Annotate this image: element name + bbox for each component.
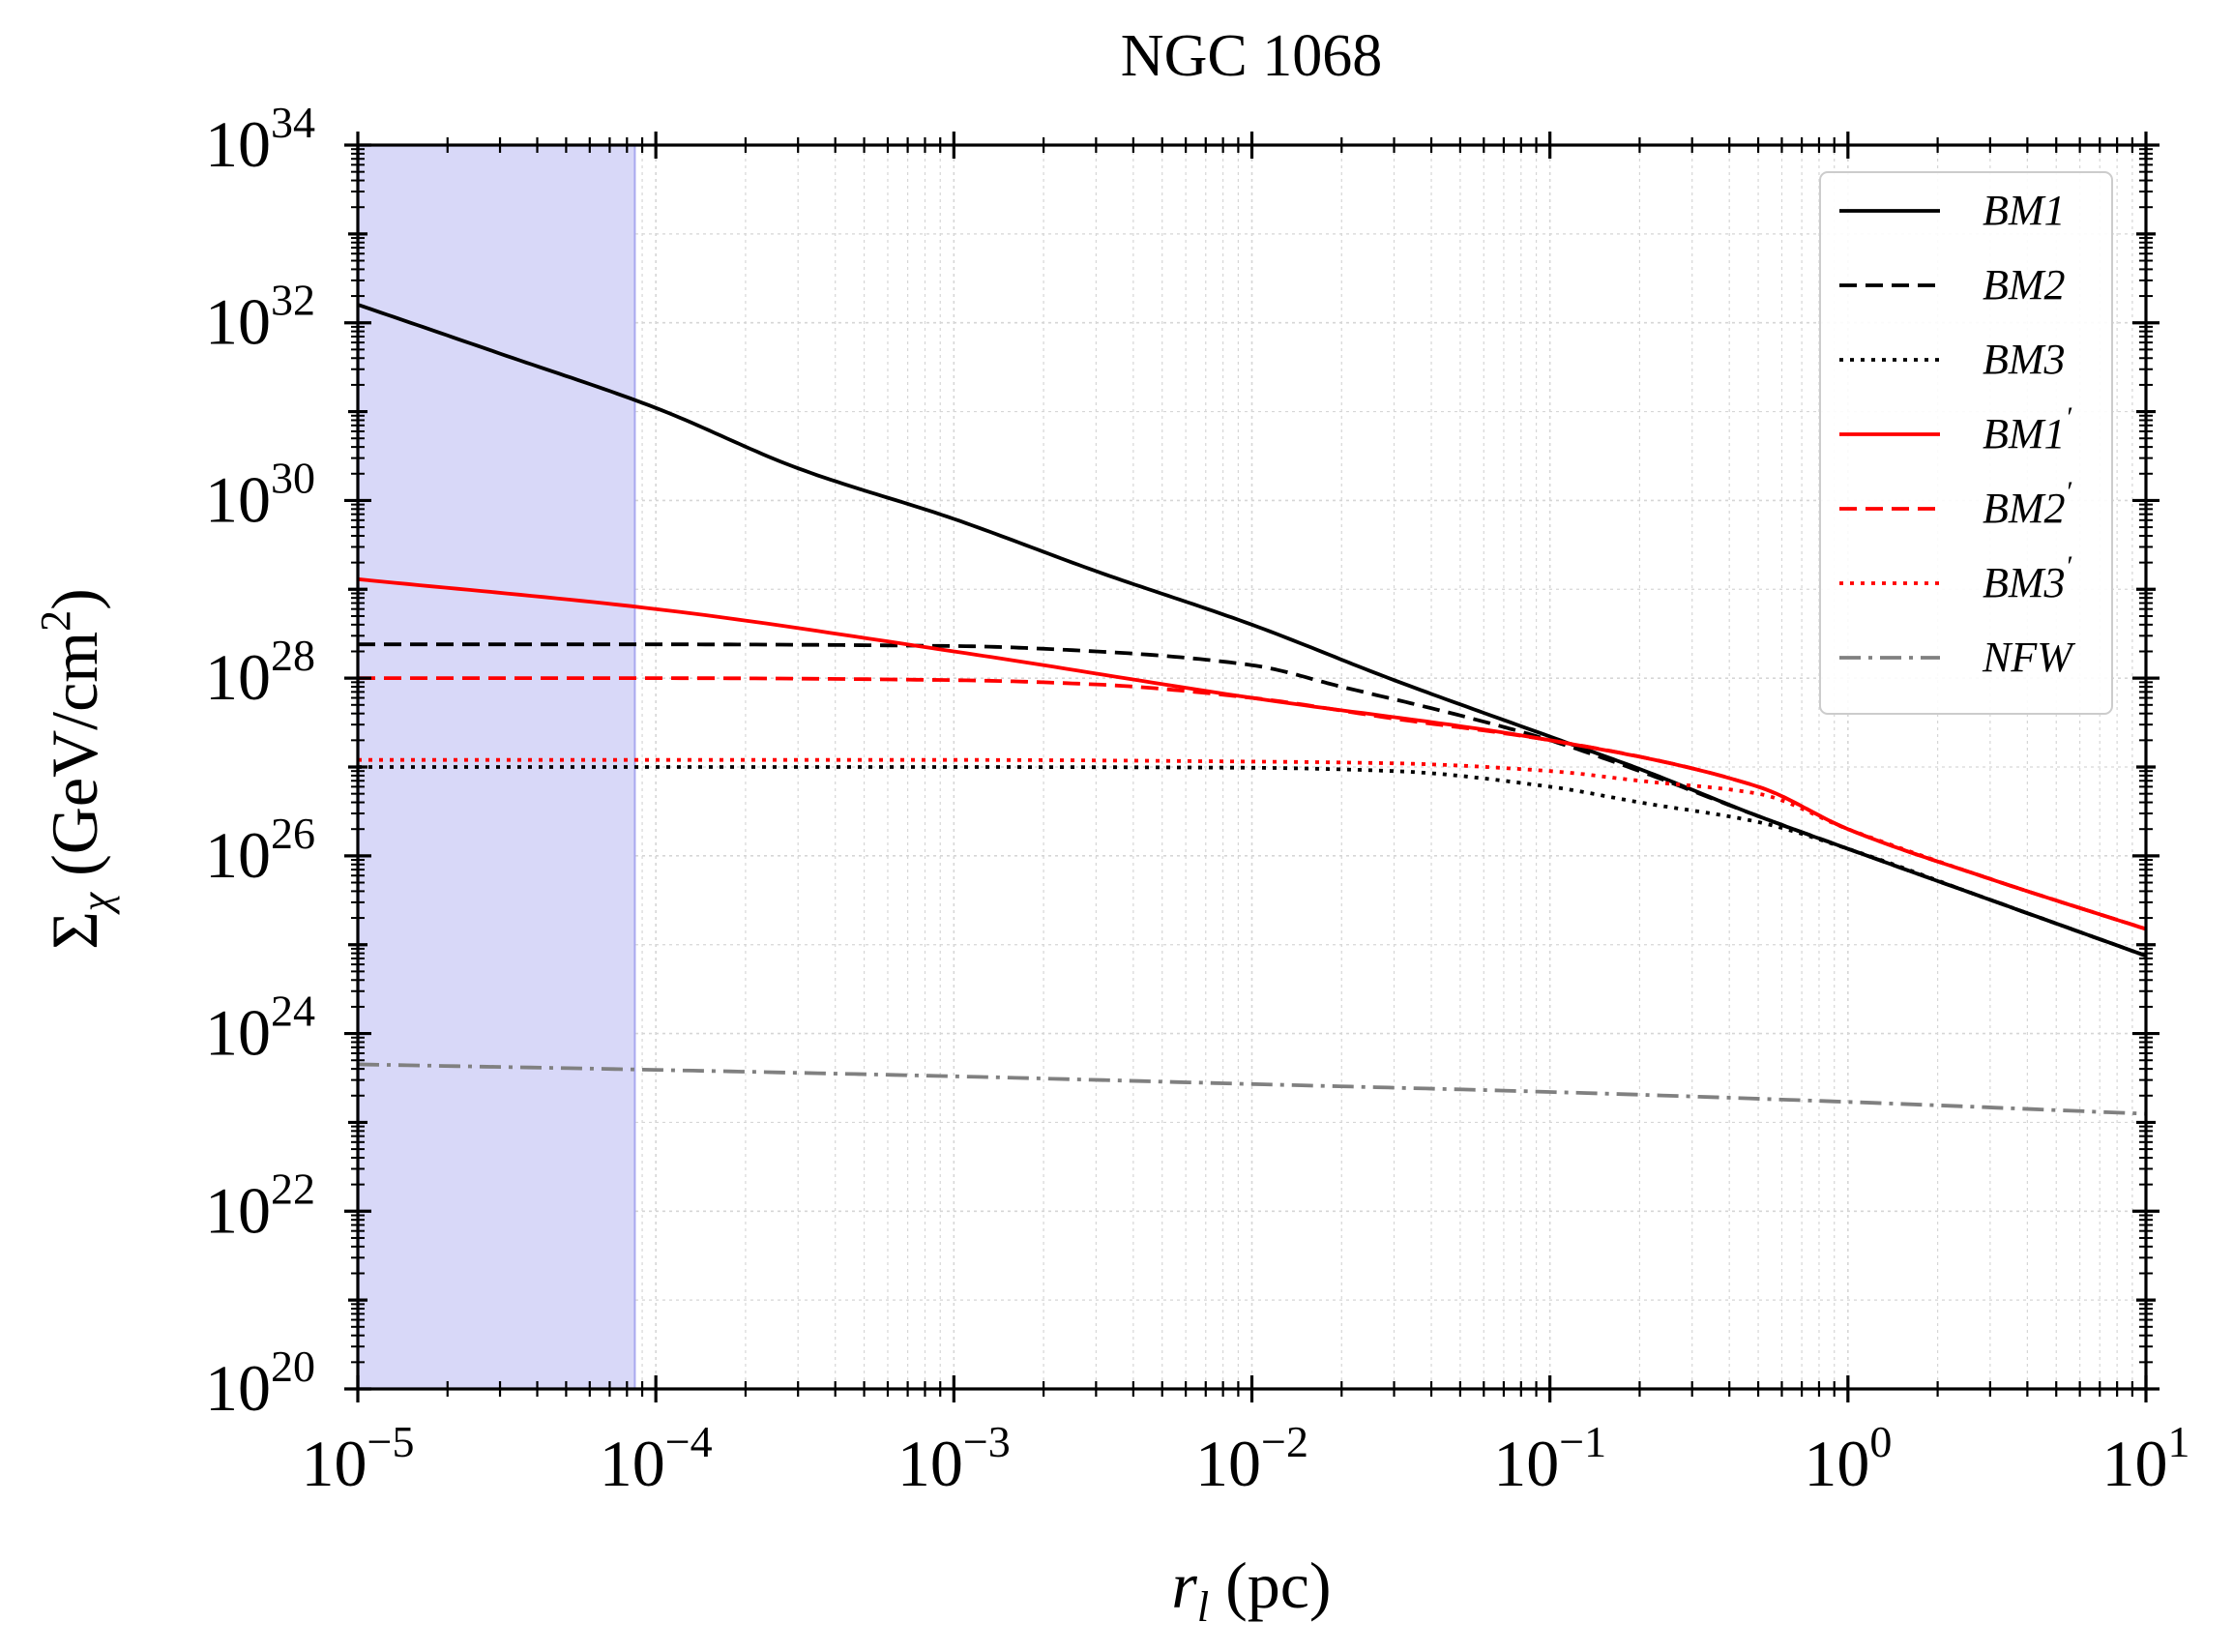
x-axis-label: rl (pc) — [1171, 1549, 1331, 1631]
y-tick-labels: 1020 1022 1024 1026 1028 1030 1032 1034 — [205, 98, 315, 1425]
axis-ticks — [344, 132, 2160, 1402]
x-tick-labels: 10−5 10−4 10−3 10−2 10−1 100 101 — [302, 1417, 2190, 1500]
y-tick-label: 1020 — [205, 1342, 315, 1425]
series-line-bm2 — [358, 642, 2147, 958]
x-tick-label: 10−2 — [1195, 1417, 1308, 1500]
legend-label-bm2: BM2 — [1983, 261, 2066, 309]
x-tick-label: 100 — [1804, 1417, 1892, 1500]
y-tick-label: 1026 — [205, 809, 315, 892]
y-tick-label: 1028 — [205, 631, 315, 714]
x-tick-label: 10−5 — [302, 1417, 415, 1500]
series-line-bm3-prime — [358, 757, 2147, 931]
x-tick-label: 101 — [2102, 1417, 2190, 1500]
legend-label-bm3: BM3 — [1983, 336, 2066, 383]
legend-label-bm1: BM1 — [1983, 187, 2066, 234]
series-line-bm2-prime — [358, 676, 2147, 931]
x-tick-label: 10−4 — [600, 1417, 713, 1500]
x-tick-label: 10−1 — [1493, 1417, 1606, 1500]
chart-title: NGC 1068 — [1121, 23, 1382, 89]
y-tick-label: 1034 — [205, 98, 315, 181]
legend-box — [1819, 171, 2113, 715]
legend: BM1 BM2 BM3 BM1′ BM2′ BM3′ NFW — [1819, 171, 2113, 715]
series-lines — [357, 303, 2147, 1116]
legend-label-bm2-prime: BM2′ — [1983, 476, 2072, 532]
y-tick-label: 1030 — [205, 453, 315, 536]
legend-label-bm3-prime: BM3′ — [1983, 550, 2072, 606]
series-line-nfw — [357, 1062, 2147, 1116]
y-axis-label: Σχ (GeV/cm2) — [32, 588, 120, 950]
series-line-bm3 — [358, 765, 2147, 958]
x-tick-label: 10−3 — [897, 1417, 1011, 1500]
legend-label-nfw: NFW — [1982, 634, 2075, 681]
y-tick-label: 1024 — [205, 987, 315, 1070]
y-tick-label: 1022 — [205, 1164, 315, 1247]
y-tick-label: 1032 — [205, 276, 315, 359]
legend-label-bm1-prime: BM1′ — [1983, 401, 2072, 457]
